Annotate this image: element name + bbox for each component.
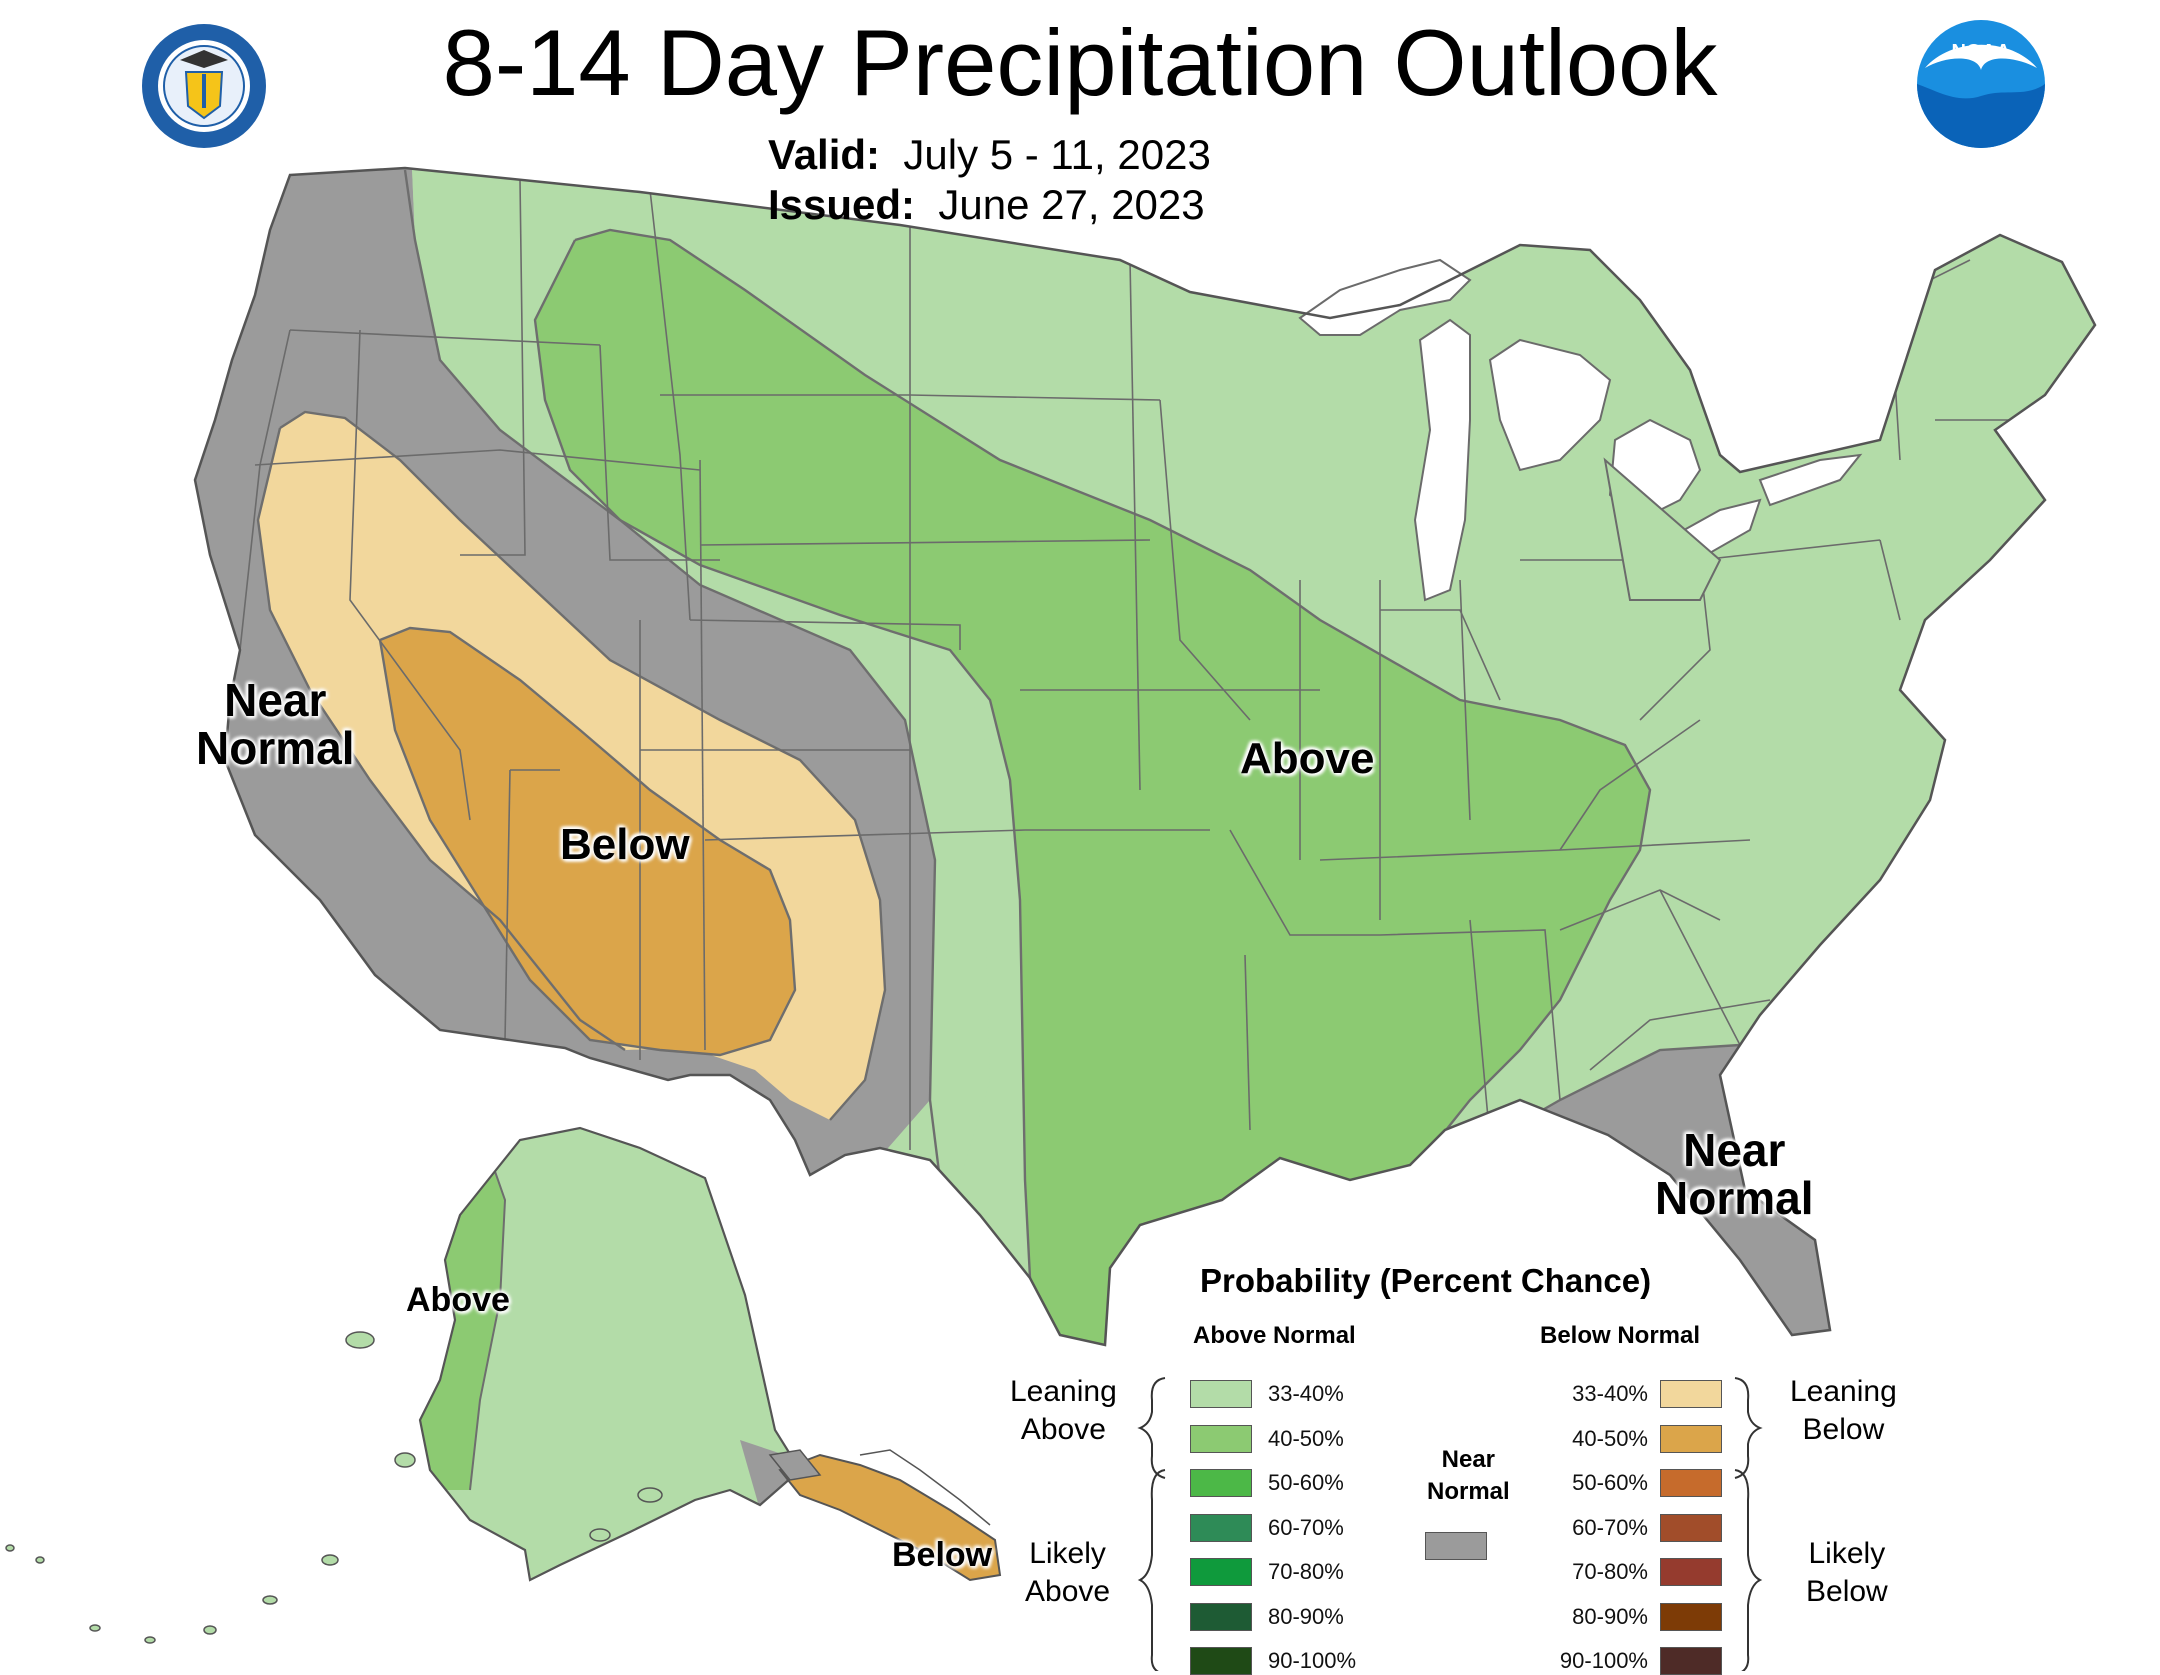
zone-above-40-50 [535, 230, 1650, 1345]
date-block: Valid: July 5 - 11, 2023 Issued: June 27… [768, 130, 1211, 230]
legend-likely-below-label: Likely Below [1806, 1537, 1888, 1608]
legend-swatch-above-2 [1190, 1469, 1252, 1497]
legend-swatch-above-0 [1190, 1380, 1252, 1408]
svg-text:NOAA: NOAA [1952, 41, 2011, 63]
region-label-alaska-above: Above [406, 1281, 510, 1319]
zone-boundaries [256, 169, 1741, 1279]
legend-range-below-0: 33-40% [1572, 1381, 1648, 1406]
zone-below-40-50 [380, 628, 795, 1055]
legend-range-below-5: 80-90% [1572, 1603, 1648, 1629]
legend-range-above-4: 70-80% [1268, 1559, 1344, 1584]
great-lakes [1298, 258, 1863, 602]
legend-swatch-below-5 [1660, 1602, 1722, 1631]
valid-label: Valid: [768, 131, 881, 178]
legend-near-normal-swatch [1425, 1532, 1487, 1560]
issued-label: Issued: [768, 181, 916, 228]
legend-above-header: Above Normal [1193, 1322, 1356, 1349]
issued-value: June 27, 2023 [938, 181, 1205, 228]
legend-title: Probability (Percent Chance) [1200, 1262, 1652, 1299]
legend-swatch-above-4 [1190, 1558, 1252, 1586]
legend-below-header: Below Normal [1540, 1322, 1701, 1349]
legend-range-below-1: 40-50% [1572, 1425, 1648, 1451]
region-label-florida-near-normal: Near Normal [1655, 1124, 1814, 1225]
page-title: 8-14 Day Precipitation Outlook [442, 10, 1718, 115]
legend-range-above-2: 50-60% [1268, 1470, 1344, 1495]
legend-leaning-below-label: Leaning Below [1790, 1375, 1897, 1446]
legend-likely-above-label: Likely Above [1025, 1537, 1111, 1608]
legend-near-normal-label: Near Normal [1427, 1446, 1510, 1505]
legend-swatch-below-4 [1660, 1558, 1722, 1586]
region-label-alaska-below: Below [892, 1536, 993, 1574]
legend-range-above-3: 60-70% [1268, 1514, 1344, 1540]
legend-swatch-above-3 [1190, 1513, 1252, 1542]
legend-leaning-above-label: Leaning Above [1010, 1375, 1117, 1446]
region-label-southwest-below: Below [560, 820, 690, 869]
legend-swatch-below-1 [1660, 1424, 1722, 1453]
conus-outline [193, 166, 2097, 1347]
legend-range-below-6: 90-100% [1559, 1648, 1648, 1673]
legend-range-above-6: 90-100% [1268, 1648, 1357, 1673]
aleutian-islands [5, 1331, 663, 1644]
legend-range-below-3: 60-70% [1572, 1514, 1648, 1540]
legend-swatch-above-1 [1190, 1424, 1252, 1453]
region-label-central-above: Above [1240, 734, 1375, 783]
alaska-outline [418, 1126, 802, 1582]
region-label-west-near-normal: Near Normal [196, 674, 355, 775]
alaska-panhandle [778, 1453, 1002, 1582]
valid-value: July 5 - 11, 2023 [903, 131, 1211, 178]
legend-range-above-0: 33-40% [1268, 1381, 1344, 1406]
noaa-logo-icon: NOAA [1915, 18, 2047, 150]
legend-range-below-2: 50-60% [1572, 1470, 1648, 1495]
legend-swatch-below-3 [1660, 1513, 1722, 1542]
legend-swatch-below-0 [1660, 1380, 1722, 1408]
department-of-commerce-seal-icon [140, 22, 268, 150]
legend-range-below-4: 70-80% [1572, 1559, 1648, 1584]
legend-swatch-above-5 [1190, 1602, 1252, 1631]
legend-range-above-5: 80-90% [1268, 1603, 1344, 1629]
legend-range-above-1: 40-50% [1268, 1425, 1344, 1451]
legend-swatch-below-2 [1660, 1469, 1722, 1497]
